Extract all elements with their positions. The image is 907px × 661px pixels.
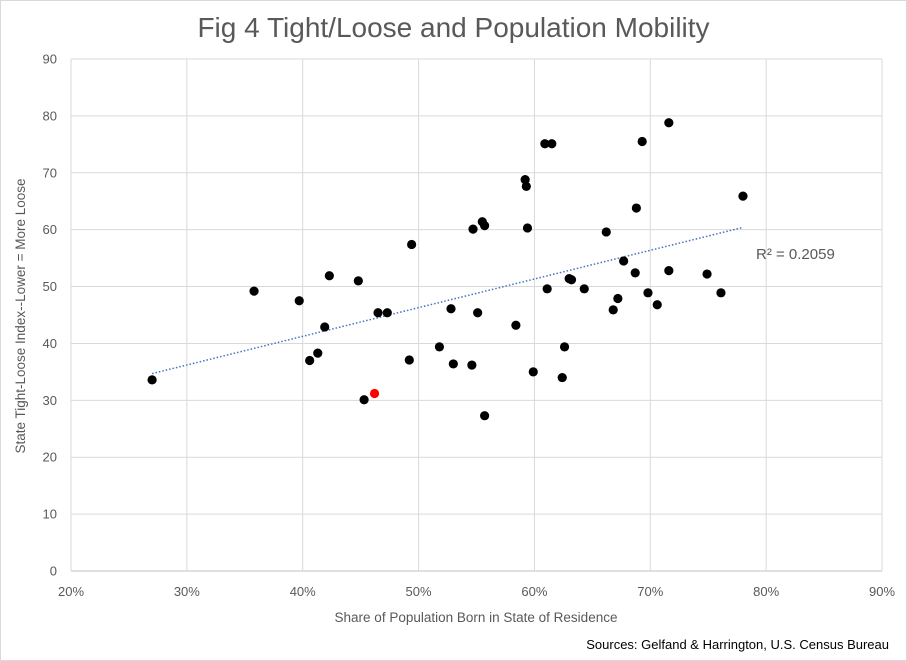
data-point [404,355,414,365]
data-point [579,284,589,294]
data-point [305,355,315,366]
data-point [637,136,647,147]
trendline [151,226,744,375]
data-point [480,221,490,231]
data-point [664,118,674,128]
data-point [382,308,392,318]
x-tick-label: 90% [869,584,895,599]
data-point [511,320,521,330]
data-point [521,181,531,192]
data-point [619,256,629,266]
data-point [630,268,640,278]
data-point [738,191,748,201]
data-point [540,139,550,149]
data-point [324,271,334,281]
x-tick-label: 70% [637,584,663,599]
data-point [353,276,363,286]
y-axis-tick-labels: 0 10 20 30 40 50 60 70 80 90 [43,52,57,579]
data-point [359,395,369,405]
data-point [557,372,567,383]
chart-title: Fig 4 Tight/Loose and Population Mobilit… [197,12,710,43]
y-tick-label: 10 [43,507,57,522]
data-point [448,359,458,369]
data-point [147,375,157,385]
data-point [716,288,726,298]
x-tick-label: 60% [521,584,547,599]
data-point [664,266,674,276]
x-axis-title: Share of Population Born in State of Res… [335,610,618,625]
data-point [473,308,483,318]
x-tick-label: 20% [58,584,84,599]
y-tick-label: 50 [43,279,57,294]
data-point [313,348,323,358]
data-point [608,305,618,315]
data-point [480,411,490,421]
data-point [702,269,712,279]
data-point [613,293,623,304]
data-point [520,175,530,185]
data-point [559,342,570,352]
x-tick-label: 30% [174,584,200,599]
data-point [547,139,557,149]
y-tick-label: 70 [43,165,57,180]
y-tick-label: 60 [43,222,57,237]
y-tick-label: 80 [43,108,57,123]
data-point [528,367,538,377]
y-axis-title: State Tight-Loose Index--Lower = More Lo… [13,178,28,453]
data-point [320,322,330,332]
data-point [373,308,383,318]
source-note: Sources: Gelfand & Harrington, U.S. Cens… [586,637,889,652]
data-point [294,296,304,306]
x-axis-tick-labels: 20% 30% 40% 50% 60% 70% 80% 90% [58,584,895,599]
y-tick-label: 90 [43,52,57,67]
data-point [522,223,533,233]
data-point [643,288,653,298]
data-point [601,227,611,237]
x-tick-label: 80% [753,584,779,599]
y-tick-label: 0 [50,564,57,579]
data-point [652,300,662,310]
data-point [631,203,641,213]
y-tick-label: 40 [43,336,57,351]
data-point [542,284,552,294]
highlighted-data-point [369,388,380,399]
data-point [249,286,259,296]
r-squared-annotation: R² = 0.2059 [756,246,835,263]
y-tick-label: 30 [43,393,57,408]
data-point [407,239,417,250]
data-point [446,304,456,314]
data-points [147,118,748,421]
x-tick-label: 40% [290,584,316,599]
y-tick-label: 20 [43,450,57,465]
data-point [434,342,445,352]
data-point [467,360,477,370]
data-point [468,224,478,234]
x-tick-label: 50% [406,584,432,599]
data-point [566,275,577,285]
